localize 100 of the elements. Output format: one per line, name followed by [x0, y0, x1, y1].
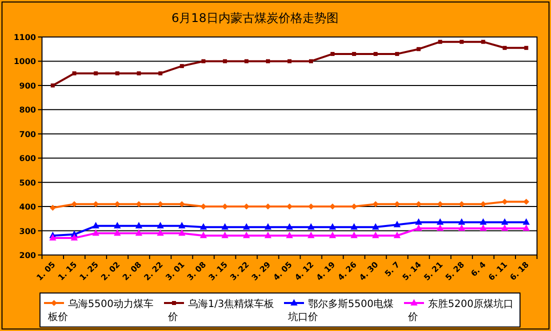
y-tick-label: 900: [19, 81, 36, 90]
point: [264, 232, 272, 238]
y-tick-label: 300: [19, 226, 36, 236]
point: [436, 224, 444, 231]
point: [92, 222, 100, 228]
point: [458, 218, 466, 225]
point: [156, 229, 164, 236]
point: [222, 59, 227, 64]
point: [372, 232, 380, 238]
point: [156, 222, 164, 228]
point: [135, 229, 142, 236]
point: [200, 223, 207, 230]
x-tick-label: 4. 19: [314, 260, 338, 282]
x-tick-label: 5. 21: [422, 260, 445, 282]
point: [72, 71, 76, 76]
point: [372, 223, 380, 230]
point: [394, 232, 401, 238]
point: [200, 232, 207, 238]
point: [242, 232, 250, 238]
x-tick-label: 2. 22: [142, 260, 165, 282]
point: [438, 40, 442, 44]
point: [286, 232, 293, 238]
legend-label: 乌海1/3焦精煤车板价: [167, 298, 274, 323]
x-tick-label: 1. 05: [34, 260, 58, 282]
y-tick-label: 800: [19, 106, 36, 115]
point: [115, 71, 120, 76]
x-tick-label: 6. 18: [508, 260, 531, 282]
point: [178, 229, 186, 236]
point: [350, 232, 358, 238]
point: [522, 218, 530, 225]
legend-label: 乌海5500动力煤车板价: [47, 298, 154, 323]
point: [309, 59, 314, 64]
point: [94, 71, 98, 76]
x-tick-label: 4. 12: [293, 260, 316, 282]
point: [501, 218, 508, 225]
point: [501, 224, 508, 231]
point: [136, 71, 141, 76]
point: [266, 59, 270, 64]
point: [286, 223, 293, 230]
chart-title: 6月18日内蒙古煤炭价格走势图: [172, 11, 338, 25]
point: [395, 52, 400, 56]
y-tick-label: 200: [19, 251, 36, 260]
x-tick-label: 3. 01: [164, 260, 187, 282]
point: [522, 224, 530, 231]
point: [50, 83, 55, 88]
point: [330, 52, 335, 56]
x-tick-label: 3. 15: [207, 260, 230, 282]
x-tick-label: 5. 7: [383, 260, 402, 278]
point: [415, 224, 422, 231]
x-tick-label: 5. 28: [444, 260, 466, 282]
y-tick-label: 500: [19, 178, 36, 188]
y-tick-label: 600: [19, 154, 36, 164]
y-tick-label: 1100: [14, 33, 36, 42]
point: [415, 218, 422, 225]
point: [394, 220, 401, 228]
x-tick-label: 2. 08: [120, 260, 144, 282]
point: [70, 234, 78, 241]
point: [114, 229, 121, 236]
point: [221, 232, 228, 238]
point: [178, 222, 186, 228]
point: [480, 218, 487, 225]
x-tick-label: 6. 4: [469, 260, 488, 278]
point: [352, 52, 356, 56]
point: [242, 223, 250, 230]
x-tick-label: 6. 11: [486, 260, 510, 282]
legend-label: 东胜5200原煤坑口价: [407, 298, 514, 323]
x-tick-label: 5. 14: [400, 260, 424, 282]
y-tick-label: 700: [19, 130, 36, 139]
point: [180, 64, 184, 68]
point: [244, 59, 248, 64]
point: [329, 223, 336, 230]
x-tick-label: 3. 08: [186, 260, 208, 282]
x-tick-label: 4. 30: [358, 260, 380, 282]
point: [481, 40, 486, 44]
point: [92, 229, 100, 236]
point: [329, 232, 336, 238]
point: [221, 223, 228, 230]
point: [416, 47, 421, 52]
x-tick-label: 1. 25: [78, 260, 101, 282]
point: [50, 204, 56, 211]
x-tick-label: 4. 05: [272, 260, 294, 282]
x-tick-label: 2. 02: [99, 260, 122, 282]
point: [158, 71, 162, 76]
point: [308, 223, 315, 230]
x-tick-label: 3. 22: [228, 260, 251, 282]
point: [524, 46, 528, 50]
point: [308, 232, 315, 238]
x-tick-label: 3. 29: [250, 260, 273, 282]
point: [135, 222, 142, 228]
point: [374, 52, 378, 56]
y-tick-label: 1000: [14, 57, 36, 66]
y-tick-label: 400: [19, 202, 36, 212]
point: [480, 224, 487, 231]
point: [288, 59, 292, 64]
x-tick-label: 4. 26: [336, 260, 359, 282]
point: [458, 224, 466, 231]
point: [201, 59, 206, 64]
point: [436, 218, 444, 225]
point: [49, 234, 56, 241]
point: [460, 40, 464, 44]
